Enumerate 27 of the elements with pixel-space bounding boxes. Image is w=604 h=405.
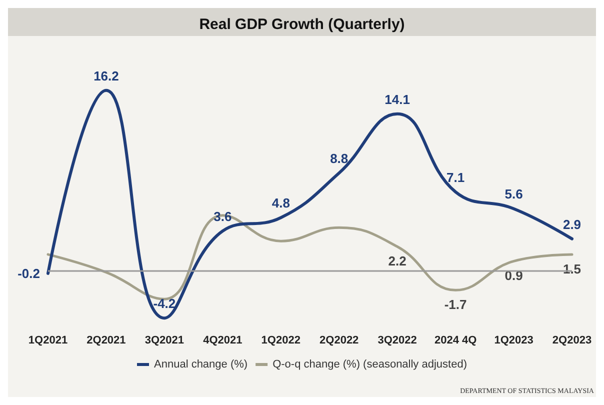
data-label: 2.2 <box>388 254 406 269</box>
x-tick-label: 1Q2022 <box>261 334 300 346</box>
data-label: -0.2 <box>18 266 40 281</box>
x-tick-label: 2024 4Q <box>434 334 478 346</box>
x-tick-label: 4Q2021 <box>203 334 242 346</box>
data-label: 5.6 <box>504 186 523 202</box>
data-label: 3.6 <box>214 209 232 224</box>
legend-label: Annual change (%) <box>154 358 248 370</box>
x-tick-label: 1Q2023 <box>494 334 534 346</box>
x-tick-label: 3Q2021 <box>144 334 184 346</box>
data-label: 1.5 <box>562 261 582 276</box>
chart-title: Real GDP Growth (Quarterly) <box>199 16 405 33</box>
x-tick-label: 2Q2021 <box>86 334 126 346</box>
x-tick-label: 3Q2022 <box>378 334 417 346</box>
data-label: 7.1 <box>446 170 465 185</box>
data-label: 8.8 <box>330 150 348 166</box>
data-label: 14.1 <box>384 92 410 107</box>
data-label: -1.7 <box>444 297 467 312</box>
data-label: 2.9 <box>562 216 582 232</box>
data-label: -4.2 <box>153 296 176 312</box>
x-tick-label: 2Q2023 <box>552 334 592 346</box>
legend-label: Q-o-q change (%) (seasonally adjusted) <box>272 358 468 370</box>
data-label: 4.8 <box>272 196 290 211</box>
data-label: 0.9 <box>504 268 523 284</box>
data-label: 16.2 <box>94 68 119 84</box>
x-tick-label: 2Q2022 <box>320 334 359 346</box>
x-tick-label: 1Q2021 <box>28 334 68 346</box>
